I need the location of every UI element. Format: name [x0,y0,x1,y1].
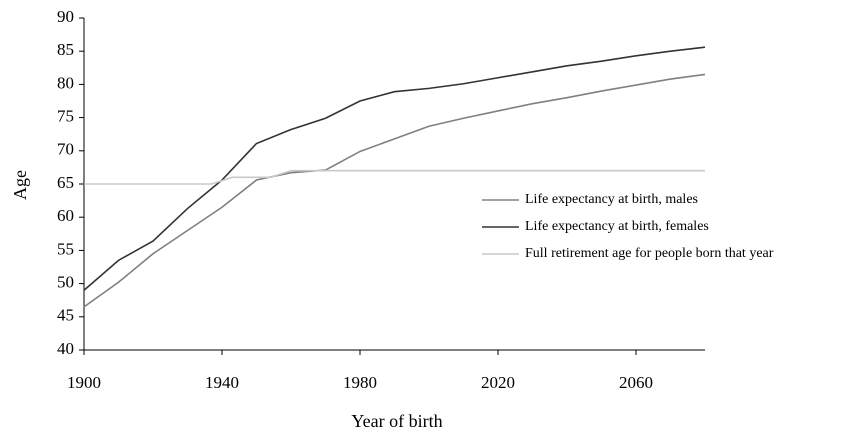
y-tick-label: 55 [57,239,74,258]
legend-label: Life expectancy at birth, males [525,192,698,207]
y-tick-label: 75 [57,107,74,126]
x-axis-label: Year of birth [351,411,442,431]
y-tick-label: 40 [57,339,74,358]
y-tick-label: 50 [57,273,74,292]
x-tick-label: 1900 [67,373,101,392]
x-tick-label: 2060 [619,373,653,392]
x-tick-label: 2020 [481,373,515,392]
series-line [83,46,706,291]
series-line [84,169,705,185]
y-tick-label: 70 [57,140,74,159]
y-tick-label: 60 [57,206,74,225]
y-tick-label: 45 [57,306,74,325]
y-tick-label: 80 [57,73,74,92]
series-line [83,73,706,308]
x-tick-label: 1980 [343,373,377,392]
legend-label: Life expectancy at birth, females [525,219,709,234]
y-tick-label: 90 [57,7,74,26]
y-tick-label: 65 [57,173,74,192]
y-tick-label: 85 [57,40,74,59]
x-tick-label: 1940 [205,373,239,392]
legend-label: Full retirement age for people born that… [525,246,774,261]
y-axis-label: Age [10,170,30,200]
